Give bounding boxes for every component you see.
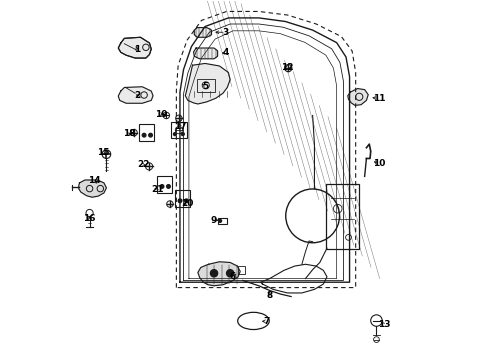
Circle shape [210,270,217,277]
Text: 21: 21 [151,185,163,194]
Circle shape [142,134,145,137]
Text: 14: 14 [87,176,100,185]
Text: 12: 12 [281,63,293,72]
Circle shape [181,133,184,135]
Circle shape [226,270,233,277]
Circle shape [218,220,221,222]
Text: 2: 2 [134,90,140,99]
Text: 1: 1 [134,45,140,54]
Circle shape [166,185,170,188]
Text: 15: 15 [97,148,109,157]
Text: 3: 3 [222,28,228,37]
Circle shape [173,133,176,135]
Polygon shape [347,89,367,105]
Text: 9: 9 [210,216,217,225]
Text: 22: 22 [137,161,149,170]
Polygon shape [198,262,240,286]
Text: 4: 4 [222,48,228,57]
Polygon shape [118,87,153,103]
Polygon shape [185,63,230,104]
Circle shape [178,199,182,203]
Polygon shape [79,180,106,197]
Polygon shape [118,37,151,58]
Text: 16: 16 [83,214,96,223]
Polygon shape [193,48,217,59]
Text: 17: 17 [173,122,186,131]
Text: 6: 6 [229,271,236,280]
Text: 5: 5 [202,82,208,91]
Text: 20: 20 [181,199,194,208]
Circle shape [184,199,188,203]
Circle shape [148,134,152,137]
Text: 19: 19 [155,110,167,119]
Text: 8: 8 [266,291,272,300]
Circle shape [160,185,163,188]
Text: 11: 11 [372,94,385,103]
Text: 18: 18 [123,129,136,138]
Polygon shape [194,28,211,37]
Text: 13: 13 [377,320,390,329]
Text: 10: 10 [372,159,385,168]
Text: 7: 7 [263,317,269,326]
